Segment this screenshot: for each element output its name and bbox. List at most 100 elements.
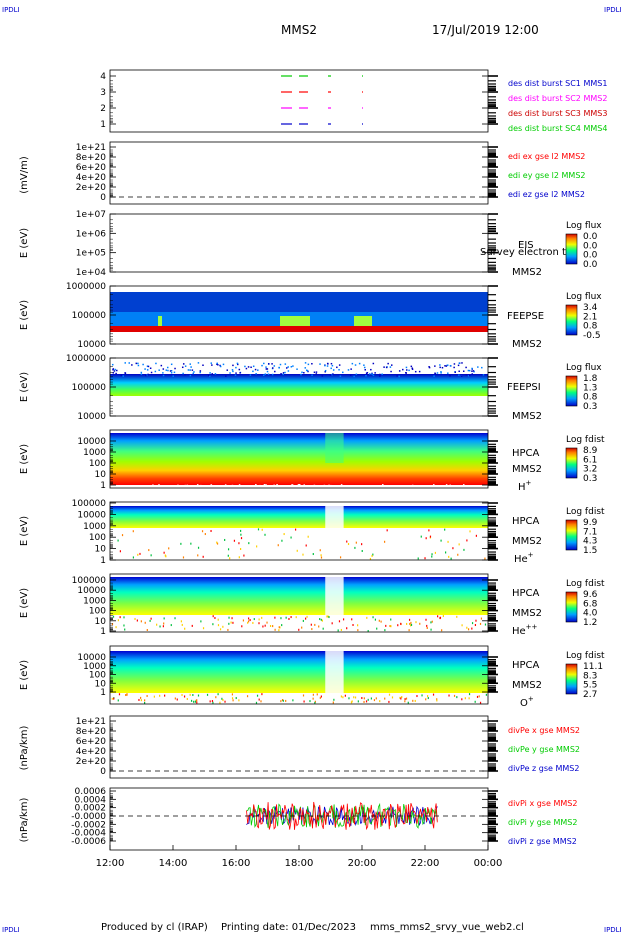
spectrogram-pixel (302, 694, 305, 697)
spectrogram-pixel (351, 362, 354, 365)
panel-feepsi: E (eV) 1000000 100000 10000 FEEPSI MMS2 Lo… (19, 354, 602, 422)
spectrogram-pixel (444, 528, 446, 531)
legend-entry: divPi x gse MMS2 (508, 799, 577, 808)
spectrogram-pixel (135, 485, 137, 487)
spectrogram-pixel (327, 615, 329, 618)
spectrogram-pixel (264, 624, 266, 627)
hpca-he2-species: He++ (512, 623, 538, 637)
spectrogram-pixel (247, 366, 250, 368)
spectrogram-pixel (184, 484, 187, 487)
spectrogram-pixel (418, 370, 421, 373)
spectrogram-pixel (479, 622, 482, 625)
spectrogram-pixel (369, 373, 371, 375)
y-tick-label: 0 (100, 193, 106, 203)
spectrogram-pixel (271, 373, 274, 376)
spectrogram-pixel (146, 694, 148, 697)
spectrogram-pixel (124, 372, 127, 375)
spectrogram-pixel (159, 694, 161, 697)
spectrogram-pixel (246, 695, 249, 698)
spectrogram-pixel (444, 365, 446, 367)
spectrogram-pixel (315, 373, 318, 375)
spectrogram-pixel (347, 369, 350, 371)
footer-printing-date: Printing date: 01/Dec/2023 (221, 922, 356, 933)
spectrogram-pixel (374, 618, 377, 621)
spectrogram-pixel (181, 693, 183, 696)
colorbar-tick-label: 0.0 (583, 260, 598, 270)
spectrogram-pixel (252, 621, 254, 624)
spectrogram-pixel (328, 616, 330, 619)
spectrogram-pixel (258, 622, 260, 625)
y-tick-label: 1e+21 (76, 143, 106, 153)
spectrogram-pixel (231, 697, 234, 700)
spectrogram-pixel (466, 539, 468, 542)
spectrogram-pixel (271, 363, 273, 365)
spectrogram-pixel (207, 374, 210, 377)
spectrogram-pixel (338, 364, 341, 366)
spectrogram-pixel (386, 529, 388, 532)
y-tick-label: 1000 (83, 596, 106, 606)
y-tick-label: 4e+20 (76, 747, 107, 757)
legend-entry: divPi z gse MMS2 (508, 837, 577, 846)
page-datetime: 17/Jul/2019 12:00 (432, 23, 539, 37)
spectrogram-pixel (177, 485, 180, 488)
spectrogram-pixel (465, 366, 467, 369)
spectrogram-pixel (428, 366, 431, 369)
spectrogram-pixel (471, 485, 473, 487)
spectrogram-pixel (386, 486, 389, 489)
spectrogram-pixel (210, 362, 213, 364)
spectrogram-pixel (214, 617, 216, 620)
spectrogram-pixel (216, 363, 218, 366)
spectrogram-pixel (268, 363, 270, 365)
y-tick-label: 2 (100, 104, 106, 114)
spectrogram-pixel (197, 362, 200, 364)
spectrogram-pixel (115, 626, 117, 629)
spectrogram-gap (325, 651, 344, 693)
spectrogram-pixel (456, 696, 458, 699)
spectrogram-pixel (342, 618, 345, 621)
spectrogram-pixel (225, 486, 227, 488)
spectrogram-pixel (266, 621, 268, 624)
spectrogram-pixel (176, 698, 178, 701)
spectrogram-pixel (257, 369, 259, 371)
spectrogram-pixel (484, 623, 487, 626)
spectrogram-pixel (320, 556, 323, 559)
spectrogram-pixel (408, 618, 411, 621)
spectrogram-pixel (338, 368, 340, 371)
spectrogram-pixel (314, 700, 316, 703)
spectrogram-pixel (190, 486, 192, 488)
spectrogram-pixel (458, 374, 460, 376)
y-tick-label: 10000 (77, 586, 106, 596)
spectrogram-pixel (398, 375, 400, 378)
y-tick-label: 10 (95, 545, 107, 555)
spectrogram-pixel (170, 624, 172, 627)
spectrogram-pixel (219, 628, 222, 631)
legend-entry: des dist burst SC4 MMS4 (508, 124, 607, 133)
spectrogram-pixel (184, 365, 187, 367)
spectrogram-pixel (363, 364, 365, 366)
panel-burst: 4 3 2 1 des dist burst SC1 MMS1 des dist bur… (100, 69, 607, 133)
colorbar-tick-label: 4.3 (583, 537, 597, 547)
spectrogram-pixel (372, 553, 374, 556)
spectrogram-pixel (150, 554, 152, 557)
spectrogram-pixel (197, 694, 200, 697)
spectrogram-pixel (190, 699, 193, 702)
spectrogram-pixel (313, 484, 316, 487)
legend-entry: divPi y gse MMS2 (508, 818, 577, 827)
spectrogram-pixel (266, 368, 269, 370)
y-tick-label: 2e+20 (76, 183, 107, 193)
spectrogram-pixel (482, 374, 485, 376)
spectrogram-pixel (182, 372, 184, 375)
spectrogram-pixel (431, 553, 433, 556)
spectrogram-pixel (212, 615, 214, 618)
spectrogram-pixel (290, 536, 292, 539)
spectrogram-pixel (195, 699, 197, 702)
y-tick-label: 10000 (77, 510, 106, 520)
spectrogram-pixel (340, 486, 342, 489)
spectrogram-pixel (434, 551, 437, 554)
spectrogram-pixel (224, 484, 227, 486)
spectrogram-pixel (409, 624, 412, 627)
spectrogram-pixel (364, 369, 367, 371)
spectrogram-pixel (371, 373, 373, 375)
spectrogram-pixel (468, 369, 471, 372)
